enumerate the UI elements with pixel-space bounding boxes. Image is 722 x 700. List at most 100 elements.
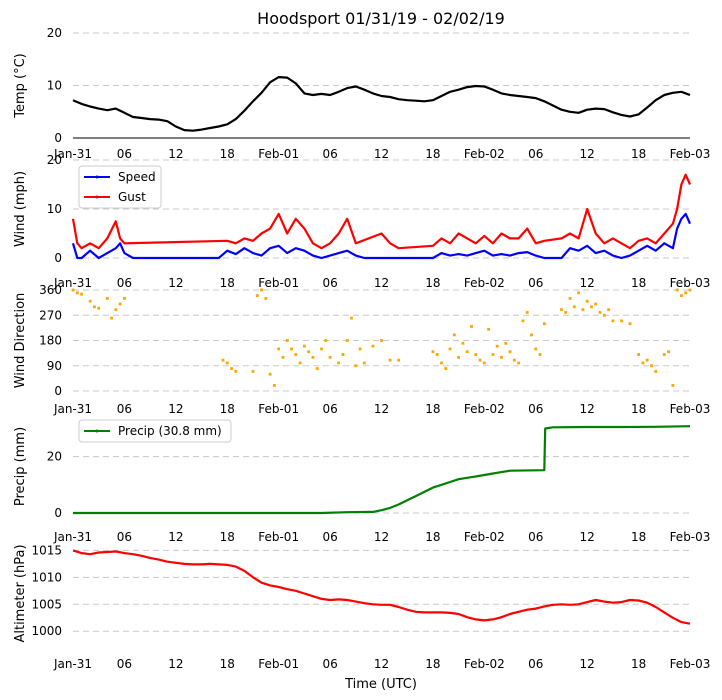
wdir-ytick-label: 360 (39, 283, 62, 297)
temp-xtick-label: 06 (322, 147, 337, 161)
wdir-point (93, 305, 96, 309)
precip-legend-marker (95, 429, 99, 433)
wdir-point (315, 367, 319, 370)
wdir-point (508, 350, 512, 354)
wind-legend: Speed Gust (78, 165, 162, 209)
wdir-point (97, 306, 101, 310)
wind-xtick-label: 12 (374, 276, 389, 290)
wdir-point (75, 291, 79, 295)
wind-xtick-label: 06 (528, 276, 543, 290)
precip-ytick-label: 20 (47, 450, 62, 464)
altim-xtick-label: 12 (374, 657, 389, 671)
wdir-xtick-label: Feb-03 (670, 402, 711, 416)
altim-xtick-label: Jan-31 (53, 657, 92, 671)
panel-wind: 0 10 20 Wind (mph) Jan-31 06 12 18 Feb-01 06 12 18 F… (13, 153, 710, 290)
precip-xtick-label: 18 (220, 530, 235, 544)
wdir-ytick-label: 90 (47, 359, 62, 373)
wdir-xtick-label: Feb-02 (464, 402, 505, 416)
wdir-point (354, 364, 358, 368)
wdir-point (371, 344, 375, 348)
temp-xtick-label: 12 (374, 147, 389, 161)
temp-xtick-label: 06 (117, 147, 132, 161)
precip-legend-box (78, 419, 232, 443)
wdir-point (611, 319, 615, 323)
wdir-point (517, 361, 521, 365)
wdir-xtick-label: 06 (117, 402, 132, 416)
x-axis-label: Time (UTC) (344, 677, 417, 692)
precip-ylabel: Precip (mm) (13, 427, 28, 506)
temp-ytick-label: 10 (47, 79, 62, 93)
temp-xtick-label: 18 (425, 147, 440, 161)
altim-ylabel: Altimeter (hPa) (13, 544, 28, 642)
wdir-point (590, 305, 593, 309)
wdir-point (298, 361, 302, 365)
wdir-point (504, 341, 508, 345)
wdir-point (560, 308, 563, 312)
precip-xtick-label: 06 (322, 530, 337, 544)
wdir-point (448, 347, 452, 351)
wind-line (71, 173, 692, 250)
wdir-point (521, 319, 525, 323)
wdir-ytick-label: 270 (39, 308, 62, 322)
wdir-point (444, 367, 448, 370)
wdir-xtick-label: 12 (168, 402, 183, 416)
wdir-point (358, 347, 362, 351)
wdir-point (667, 350, 670, 354)
precip-xtick-label: 12 (168, 530, 183, 544)
wdir-point (431, 350, 435, 354)
precip-xtick-label: Feb-02 (464, 530, 505, 544)
wdir-point (260, 288, 263, 292)
wind-ytick-label: 0 (54, 251, 62, 265)
wdir-point (465, 350, 469, 354)
altim-xtick-label: 12 (580, 657, 595, 671)
wdir-point (255, 294, 259, 298)
precip-xtick-label: Feb-03 (670, 530, 711, 544)
wdir-point (272, 383, 276, 387)
wind-series-speed (71, 212, 692, 260)
precip-ytick-label: 0 (54, 506, 62, 520)
precip-xtick-label: 06 (117, 530, 132, 544)
temp-series-temp (72, 76, 691, 132)
altim-ytick-label: 1005 (31, 597, 62, 611)
wind-legend-label: Speed (118, 170, 156, 184)
altim-xtick-label: Feb-03 (670, 657, 711, 671)
wind-xtick-label: Jan-31 (53, 276, 92, 290)
temp-xtick-label: Jan-31 (53, 147, 92, 161)
wdir-point (324, 339, 328, 342)
wdir-point (645, 358, 649, 362)
altim-xtick-label: Feb-01 (258, 657, 299, 671)
wind-xtick-label: 18 (631, 276, 646, 290)
panel-temp: 0 10 20 Temp (°C) Jan-31 06 12 18 Feb-01 06 12 18 Fe… (13, 26, 710, 161)
wdir-point (307, 350, 311, 354)
wind-legend-marker (95, 175, 99, 179)
wind-xtick-label: Feb-03 (670, 276, 711, 290)
wdir-point (80, 292, 83, 296)
wdir-xtick-label: 18 (631, 402, 646, 416)
wdir-point (110, 316, 113, 320)
wdir-point (397, 358, 401, 362)
wdir-point (474, 353, 478, 356)
wdir-point (337, 361, 341, 365)
wdir-point (662, 353, 666, 356)
wdir-xtick-label: 06 (528, 402, 543, 416)
wdir-point (650, 364, 653, 368)
wdir-point (534, 347, 538, 351)
wind-xtick-label: 12 (580, 276, 595, 290)
wdir-point (602, 313, 606, 317)
temp-xtick-label: 12 (168, 147, 183, 161)
wdir-point (491, 353, 495, 356)
wdir-xtick-label: 18 (425, 402, 440, 416)
wdir-point (234, 369, 238, 373)
wdir-point (564, 311, 568, 314)
wdir-series-direction (71, 288, 692, 387)
wind-xtick-label: 18 (425, 276, 440, 290)
wdir-point (684, 291, 688, 295)
wdir-point (105, 297, 109, 300)
wdir-point (620, 319, 623, 323)
precip-xtick-label: 12 (580, 530, 595, 544)
wdir-point (457, 355, 461, 359)
wdir-point (637, 353, 640, 356)
precip-xtick-label: 12 (374, 530, 389, 544)
altim-xtick-label: 18 (425, 657, 440, 671)
